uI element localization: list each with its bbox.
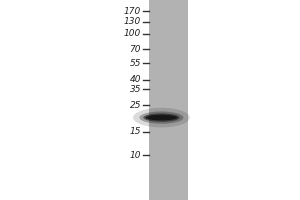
Text: 130: 130: [124, 17, 141, 26]
Bar: [148, 0, 188, 200]
Text: 25: 25: [130, 100, 141, 110]
Text: 170: 170: [124, 6, 141, 16]
Text: 55: 55: [130, 58, 141, 68]
Text: 70: 70: [130, 45, 141, 53]
Ellipse shape: [143, 113, 179, 122]
Ellipse shape: [146, 115, 177, 120]
Text: 100: 100: [124, 29, 141, 38]
Text: 15: 15: [130, 128, 141, 136]
Text: 10: 10: [130, 151, 141, 160]
Text: 35: 35: [130, 85, 141, 94]
Ellipse shape: [133, 108, 190, 127]
Ellipse shape: [140, 111, 184, 124]
Text: 40: 40: [130, 75, 141, 84]
